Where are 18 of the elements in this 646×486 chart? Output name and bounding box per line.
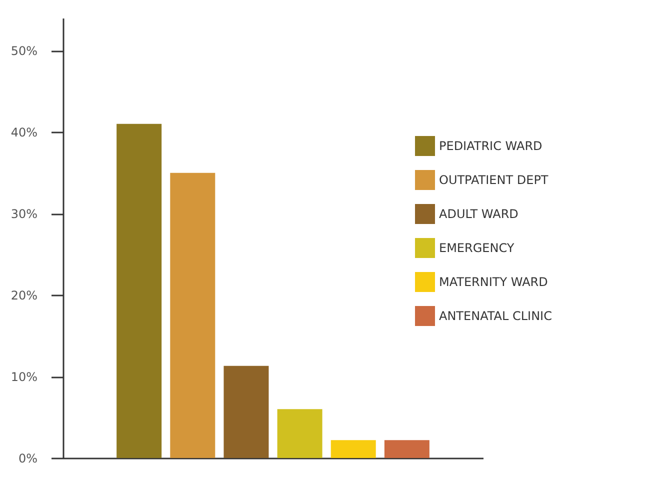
legend-label: ADULT WARD [439,207,518,221]
legend-label: OUTPATIENT DEPT [439,173,549,187]
bar [116,124,162,458]
legend-label: ANTENATAL CLINIC [439,309,552,323]
y-tick-label: 40% [10,126,38,140]
legend-label: PEDIATRIC WARD [439,139,542,153]
y-tick-label: 30% [10,207,38,222]
legend-label: EMERGENCY [439,241,515,255]
bar [384,440,430,458]
bar [330,440,376,458]
y-tick-label: 20% [10,288,38,303]
bar [224,366,269,458]
legend-label: MATERNITY WARD [439,275,548,289]
y-tick-label: 50% [10,44,38,58]
y-tick-label: 0% [18,452,38,466]
y-tick-label: 10% [10,370,38,384]
bar [170,172,216,458]
bar [277,409,322,458]
